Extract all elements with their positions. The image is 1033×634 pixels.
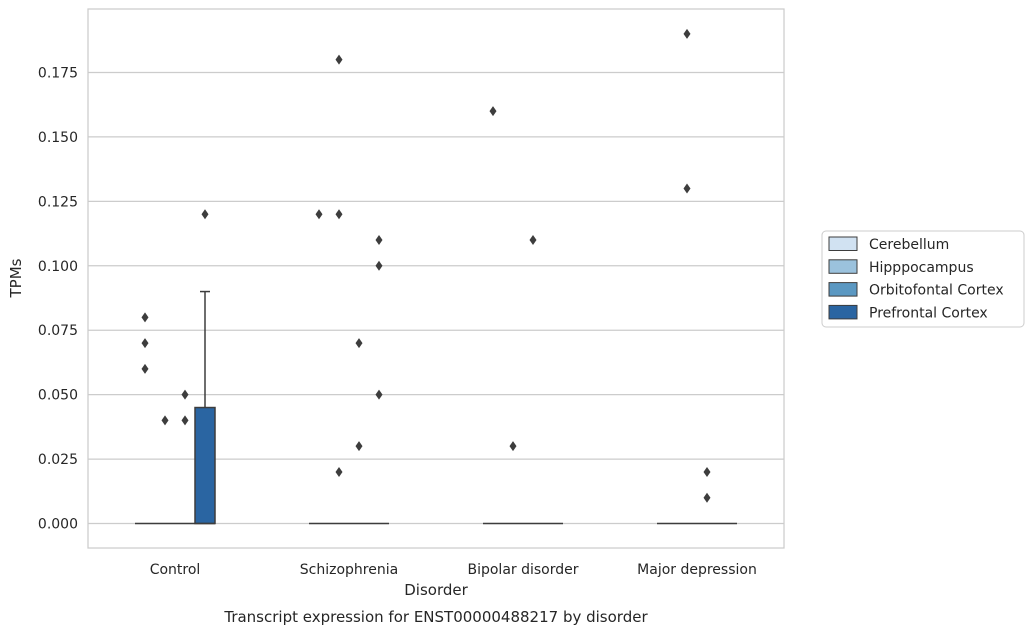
legend-label: Prefrontal Cortex [869, 305, 988, 321]
outlier-point [355, 441, 363, 452]
outlier-point [335, 54, 343, 65]
x-axis-label: Disorder [404, 581, 468, 599]
outlier-point [683, 28, 691, 39]
outlier-point [703, 492, 711, 503]
outlier-point [355, 338, 363, 349]
x-tick-label: Major depression [637, 562, 757, 578]
x-tick-label: Bipolar disorder [467, 562, 578, 578]
outlier-point [141, 338, 149, 349]
legend-label: Hipppocampus [869, 260, 974, 276]
outlier-point [529, 235, 537, 246]
outlier-point [161, 415, 169, 426]
y-tick-label: 0.050 [38, 388, 78, 404]
outlier-point [181, 415, 189, 426]
y-tick-label: 0.000 [38, 517, 78, 533]
y-axis-label: TPMs [7, 258, 25, 298]
legend-swatch [828, 236, 858, 251]
y-tick-label: 0.025 [38, 452, 78, 468]
x-axis-ticks: Control Schizophrenia Bipolar disorder Majo… [150, 562, 757, 578]
y-tick-label: 0.100 [38, 259, 78, 275]
outlier-point [375, 260, 383, 271]
y-tick-label: 0.175 [38, 66, 78, 82]
y-tick-label: 0.150 [38, 130, 78, 146]
outlier-point [703, 466, 711, 477]
legend-label: Orbitofontal Cortex [869, 283, 1004, 299]
plot-frame [87, 8, 785, 549]
x-tick-label: Control [150, 562, 201, 578]
legend-label: Cerebellum [869, 237, 949, 253]
legend: Cerebellum Hipppocampus Orbitofontal Corte… [821, 230, 1025, 328]
chart-caption: Transcript expression for ENST0000048821… [223, 608, 648, 626]
outlier-point [201, 209, 209, 220]
outlier-point [489, 106, 497, 117]
outlier-point [141, 363, 149, 374]
y-axis-ticks: 0.000 0.025 0.050 0.075 0.100 0.125 0.150 0.175 [38, 66, 78, 533]
outlier-point [315, 209, 323, 220]
box [194, 406, 216, 525]
y-tick-label: 0.075 [38, 323, 78, 339]
outlier-point [375, 389, 383, 400]
outlier-point [375, 235, 383, 246]
y-tick-label: 0.125 [38, 194, 78, 210]
outlier-point [683, 183, 691, 194]
legend-swatch [828, 304, 858, 320]
outlier-point [181, 389, 189, 400]
x-tick-label: Schizophrenia [300, 562, 398, 578]
legend-swatch [828, 259, 858, 274]
legend-frame [821, 230, 1025, 328]
legend-swatch [828, 282, 858, 297]
outlier-point [509, 441, 517, 452]
outlier-point [335, 466, 343, 477]
box-series [135, 28, 737, 525]
outlier-point [335, 209, 343, 220]
outlier-point [141, 312, 149, 323]
